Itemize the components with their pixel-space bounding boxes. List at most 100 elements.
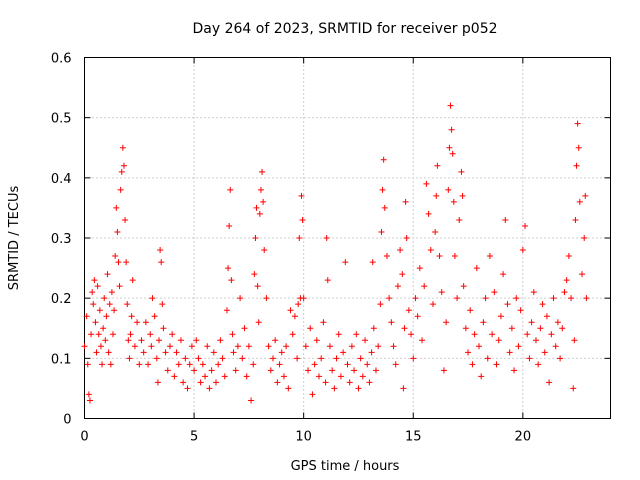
data-point — [502, 216, 509, 223]
data-point — [568, 295, 575, 302]
y-axis-label: SRMTID / TECUs — [7, 186, 22, 291]
data-point — [97, 343, 104, 350]
data-point — [399, 271, 406, 278]
data-point — [127, 331, 134, 338]
data-point — [511, 367, 518, 374]
data-point — [237, 295, 244, 302]
data-point — [434, 162, 441, 169]
data-point — [386, 295, 393, 302]
data-point — [285, 385, 292, 392]
data-point — [459, 192, 466, 199]
data-point — [248, 397, 255, 404]
data-point — [313, 337, 320, 344]
data-point — [563, 277, 570, 284]
data-point — [103, 313, 110, 320]
data-point — [255, 319, 262, 326]
y-tick-label: 0.4 — [51, 172, 72, 187]
data-point — [131, 343, 138, 350]
data-point — [462, 325, 469, 332]
data-point — [86, 397, 93, 404]
y-tick-label: 0.1 — [51, 352, 72, 367]
data-point — [102, 337, 109, 344]
data-point — [565, 253, 572, 260]
data-point — [539, 301, 546, 308]
data-point — [118, 168, 125, 175]
data-point — [213, 379, 219, 386]
data-point — [554, 319, 561, 326]
data-point — [440, 367, 447, 374]
data-point — [88, 331, 95, 338]
data-point — [164, 367, 171, 374]
data-point — [311, 361, 318, 368]
data-point — [340, 349, 347, 356]
data-point — [436, 253, 443, 260]
data-point — [337, 373, 344, 380]
data-point — [333, 355, 340, 362]
data-point — [546, 379, 553, 386]
data-point — [369, 259, 376, 266]
data-point — [180, 379, 187, 386]
data-point — [364, 361, 371, 368]
data-point — [471, 331, 478, 338]
data-point — [276, 361, 283, 368]
data-point — [287, 307, 294, 314]
data-point — [184, 385, 191, 392]
data-point — [519, 247, 526, 254]
data-point — [449, 150, 456, 157]
data-point — [91, 277, 98, 284]
data-point — [429, 301, 436, 308]
data-point — [446, 144, 453, 151]
data-point — [241, 325, 248, 332]
data-point — [318, 355, 325, 362]
data-point — [447, 102, 454, 109]
data-point — [191, 367, 198, 374]
data-point — [256, 210, 263, 217]
y-tick-label: 0.5 — [51, 112, 72, 127]
data-point — [148, 343, 155, 350]
data-point — [160, 325, 167, 332]
data-point — [359, 373, 366, 380]
data-point — [419, 337, 426, 344]
data-point — [295, 301, 302, 308]
data-point — [344, 361, 351, 368]
data-point — [561, 289, 568, 296]
data-point — [149, 295, 156, 302]
data-point — [95, 331, 102, 338]
data-point — [278, 349, 285, 356]
data-point — [416, 265, 423, 272]
data-point — [394, 283, 401, 290]
data-point — [571, 337, 578, 344]
data-point — [491, 289, 498, 296]
data-point — [145, 361, 152, 368]
data-point — [451, 253, 458, 260]
data-point — [234, 343, 241, 350]
data-point — [260, 198, 267, 205]
data-point — [123, 259, 130, 266]
data-point — [572, 216, 579, 223]
data-point — [166, 343, 173, 350]
data-point — [478, 373, 485, 380]
data-point — [443, 319, 450, 326]
data-point — [372, 367, 379, 374]
data-point — [126, 355, 133, 362]
data-point — [299, 216, 306, 223]
data-point — [195, 355, 202, 362]
data-point — [570, 385, 577, 392]
y-tick-label: 0.2 — [51, 292, 72, 307]
data-point — [583, 295, 590, 302]
data-point — [157, 247, 164, 254]
data-point — [169, 331, 176, 338]
data-point — [380, 156, 387, 163]
data-point — [280, 373, 287, 380]
data-point — [433, 192, 440, 199]
data-point — [84, 361, 91, 368]
data-point — [305, 367, 312, 374]
data-point — [423, 180, 430, 187]
data-point — [322, 379, 329, 386]
data-point — [508, 325, 515, 332]
data-point — [125, 337, 132, 344]
data-point — [81, 343, 88, 350]
data-point — [329, 367, 336, 374]
data-point — [173, 349, 180, 356]
data-point — [550, 295, 557, 302]
